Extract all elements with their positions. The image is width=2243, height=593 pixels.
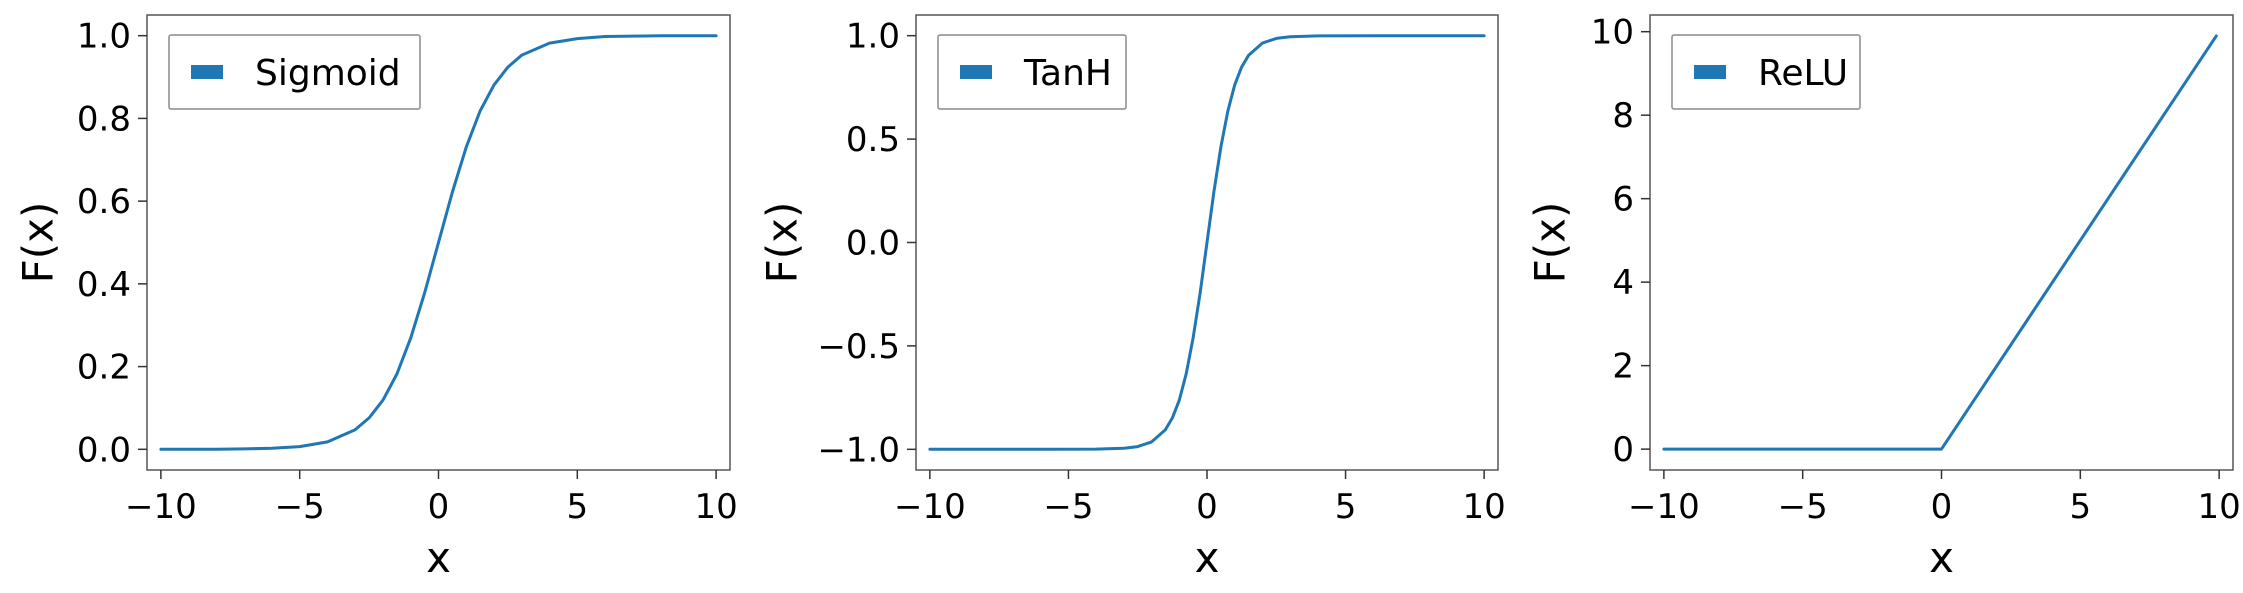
legend-swatch [191,65,223,79]
legend-box [1671,34,1861,110]
x-tick-label: −10 [1628,487,1700,527]
y-tick-label: −1.0 [817,430,900,470]
x-tick-label: −10 [894,487,966,527]
legend: TanH [937,34,1127,110]
chart-panel-1: −10 −5 0 5 10 0.0 0.2 0.4 0.6 0.8 1.0 x F(x) Sigmoid [14,14,738,582]
y-tick-label: 1.0 [846,17,900,57]
y-axis-label: F(x) [14,202,63,284]
series-line-sigmoid [159,34,718,451]
y-tick-label: 0.0 [846,224,900,264]
y-tick-label: 0.6 [77,182,131,222]
x-tick-label: −5 [1043,487,1093,527]
x-tick-label: 0 [428,487,450,527]
y-tick-label: 1.0 [77,17,131,57]
legend-box [168,34,421,110]
x-tick-label: −5 [275,487,325,527]
y-tick-label: 10 [1591,13,1634,53]
y-tick-label: 8 [1612,96,1634,136]
x-tick-label: 10 [1463,487,1506,527]
y-tick-label: 0.8 [77,99,131,139]
x-tick-label: −10 [125,487,197,527]
x-tick-label: 10 [2197,487,2240,527]
y-tick-label: 0.4 [77,265,131,305]
x-axis-label: x [1929,533,1954,582]
x-axis-label: x [426,533,451,582]
x-tick-label: 10 [694,487,737,527]
y-tick-label: 6 [1612,180,1634,220]
y-axis-label: F(x) [1526,202,1575,284]
legend-swatch [960,65,992,79]
legend-label: TanH [1023,53,1112,94]
y-axis-label: F(x) [758,202,807,284]
legend-label: ReLU [1758,53,1848,94]
y-tick-label: 0 [1612,430,1634,470]
legend: Sigmoid [168,34,421,110]
series-line-relu [1662,34,2218,451]
x-tick-label: 5 [1335,487,1357,527]
y-tick-label: 0.2 [77,348,131,388]
x-tick-label: 0 [1196,487,1218,527]
y-tick-label: 0.0 [77,430,131,470]
legend-label: Sigmoid [255,53,401,94]
x-tick-label: 5 [566,487,588,527]
x-tick-label: 5 [2069,487,2091,527]
y-tick-label: 0.5 [846,120,900,160]
x-axis-label: x [1195,533,1220,582]
series-line-tanh [928,34,1486,451]
chart-panel-3: −10 −5 0 5 10 0 2 4 6 8 10 x F(x) ReLU [1526,13,2241,582]
x-tick-label: 0 [1931,487,1953,527]
y-tick-label: −0.5 [817,327,900,367]
legend-box [937,34,1127,110]
legend-swatch [1694,65,1726,79]
x-tick-label: −5 [1778,487,1828,527]
y-tick-label: 2 [1612,347,1634,387]
chart-panel-2: −10 −5 0 5 10 −1.0 −0.5 0.0 0.5 1.0 x F(x) TanH [758,14,1506,582]
y-tick-label: 4 [1612,263,1634,303]
legend: ReLU [1671,34,1861,110]
